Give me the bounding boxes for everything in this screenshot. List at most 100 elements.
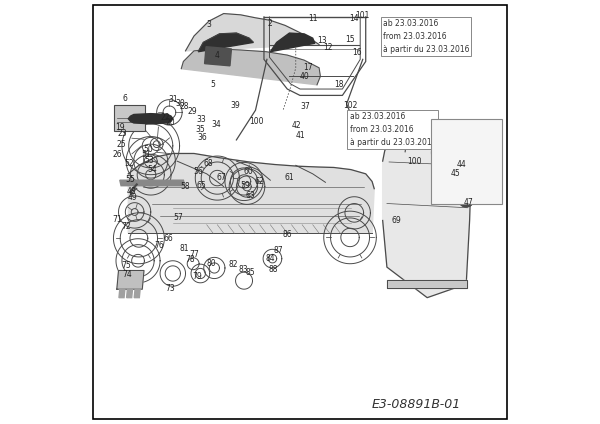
Text: 18: 18 (335, 80, 344, 89)
Polygon shape (198, 33, 253, 52)
Bar (431, 119, 502, 204)
Text: 44: 44 (457, 160, 467, 169)
Polygon shape (383, 142, 472, 298)
Polygon shape (454, 170, 460, 176)
Text: 39: 39 (230, 100, 241, 110)
Polygon shape (445, 152, 455, 162)
Text: 42: 42 (292, 121, 301, 131)
Text: 33: 33 (197, 115, 206, 124)
Text: 100: 100 (250, 117, 264, 126)
Text: 60: 60 (244, 167, 253, 176)
Text: 50: 50 (143, 145, 153, 154)
Text: 48: 48 (127, 187, 136, 196)
Text: 66: 66 (164, 234, 173, 243)
Text: 2: 2 (268, 19, 272, 28)
Text: 75: 75 (121, 260, 131, 270)
Text: 102: 102 (343, 101, 357, 111)
Polygon shape (117, 271, 144, 289)
Polygon shape (433, 172, 445, 184)
Text: 74: 74 (122, 270, 133, 279)
Text: 40: 40 (299, 72, 309, 81)
Text: 45: 45 (451, 169, 460, 179)
Polygon shape (479, 150, 488, 160)
Text: 5: 5 (211, 80, 215, 89)
Polygon shape (458, 128, 466, 135)
Text: 72: 72 (121, 222, 131, 232)
Bar (114, 105, 145, 131)
Text: 31: 31 (168, 95, 178, 104)
Polygon shape (185, 14, 319, 51)
Text: 25: 25 (116, 140, 126, 149)
Text: 53: 53 (144, 156, 154, 165)
Polygon shape (431, 146, 445, 159)
Text: 78: 78 (186, 255, 196, 264)
Text: 36: 36 (197, 133, 208, 142)
Text: 37: 37 (300, 102, 310, 111)
Polygon shape (128, 153, 374, 233)
Polygon shape (491, 171, 497, 178)
Polygon shape (477, 126, 486, 135)
Polygon shape (134, 289, 140, 298)
Text: 15: 15 (345, 34, 355, 44)
Text: 67: 67 (216, 173, 226, 182)
Text: 83: 83 (238, 265, 248, 274)
Polygon shape (433, 127, 441, 136)
Text: 20: 20 (166, 118, 175, 128)
Text: 68: 68 (203, 159, 213, 168)
Polygon shape (479, 174, 488, 184)
Text: 51: 51 (142, 150, 151, 159)
Polygon shape (462, 170, 476, 184)
Text: 3: 3 (206, 20, 211, 29)
Text: 19: 19 (115, 123, 125, 132)
Text: 17: 17 (304, 63, 313, 73)
Polygon shape (119, 289, 125, 298)
Text: 6: 6 (123, 94, 128, 103)
Polygon shape (465, 129, 477, 141)
Polygon shape (127, 289, 133, 298)
Text: 34: 34 (211, 120, 221, 129)
Text: 26: 26 (112, 150, 122, 159)
Text: 56: 56 (193, 167, 203, 176)
Text: 86: 86 (283, 230, 292, 240)
Text: ab 23.03.2016
from 23.03.2016
à partir du 23.03.2016: ab 23.03.2016 from 23.03.2016 à partir d… (383, 19, 469, 54)
Text: 16: 16 (352, 48, 362, 57)
Text: 62: 62 (255, 177, 265, 187)
Text: 54: 54 (148, 165, 157, 174)
Text: 11: 11 (308, 14, 317, 23)
Polygon shape (181, 49, 320, 85)
Text: 55: 55 (125, 175, 135, 184)
Text: 35: 35 (196, 125, 205, 134)
Text: 82: 82 (228, 260, 238, 269)
Text: 79: 79 (193, 272, 202, 281)
Text: 69: 69 (392, 216, 401, 225)
Text: 30: 30 (176, 98, 185, 108)
Text: 57: 57 (173, 212, 183, 222)
Polygon shape (454, 157, 466, 169)
Text: 41: 41 (295, 131, 305, 140)
Text: 13: 13 (317, 36, 327, 45)
Text: 49: 49 (127, 192, 137, 202)
Text: 100: 100 (407, 156, 421, 166)
Bar (205, 47, 232, 66)
Text: 23: 23 (118, 129, 128, 138)
Text: 85: 85 (245, 268, 255, 277)
Text: 58: 58 (180, 182, 190, 191)
Text: 14: 14 (349, 14, 359, 23)
Polygon shape (458, 192, 474, 207)
Text: 61: 61 (284, 173, 294, 182)
Text: 4: 4 (215, 50, 220, 60)
Text: E3-08891B-01: E3-08891B-01 (372, 398, 461, 411)
Text: 29: 29 (187, 107, 197, 116)
Polygon shape (449, 176, 458, 184)
Text: 76: 76 (154, 240, 164, 250)
Polygon shape (489, 146, 497, 155)
Text: 77: 77 (190, 250, 199, 259)
Text: 101: 101 (356, 11, 370, 20)
Text: 80: 80 (206, 259, 216, 268)
Text: 81: 81 (180, 244, 190, 254)
Polygon shape (449, 128, 459, 139)
Text: 87: 87 (274, 246, 284, 255)
Text: 12: 12 (323, 43, 332, 52)
Text: 52: 52 (125, 159, 134, 168)
Text: 63: 63 (245, 191, 255, 201)
